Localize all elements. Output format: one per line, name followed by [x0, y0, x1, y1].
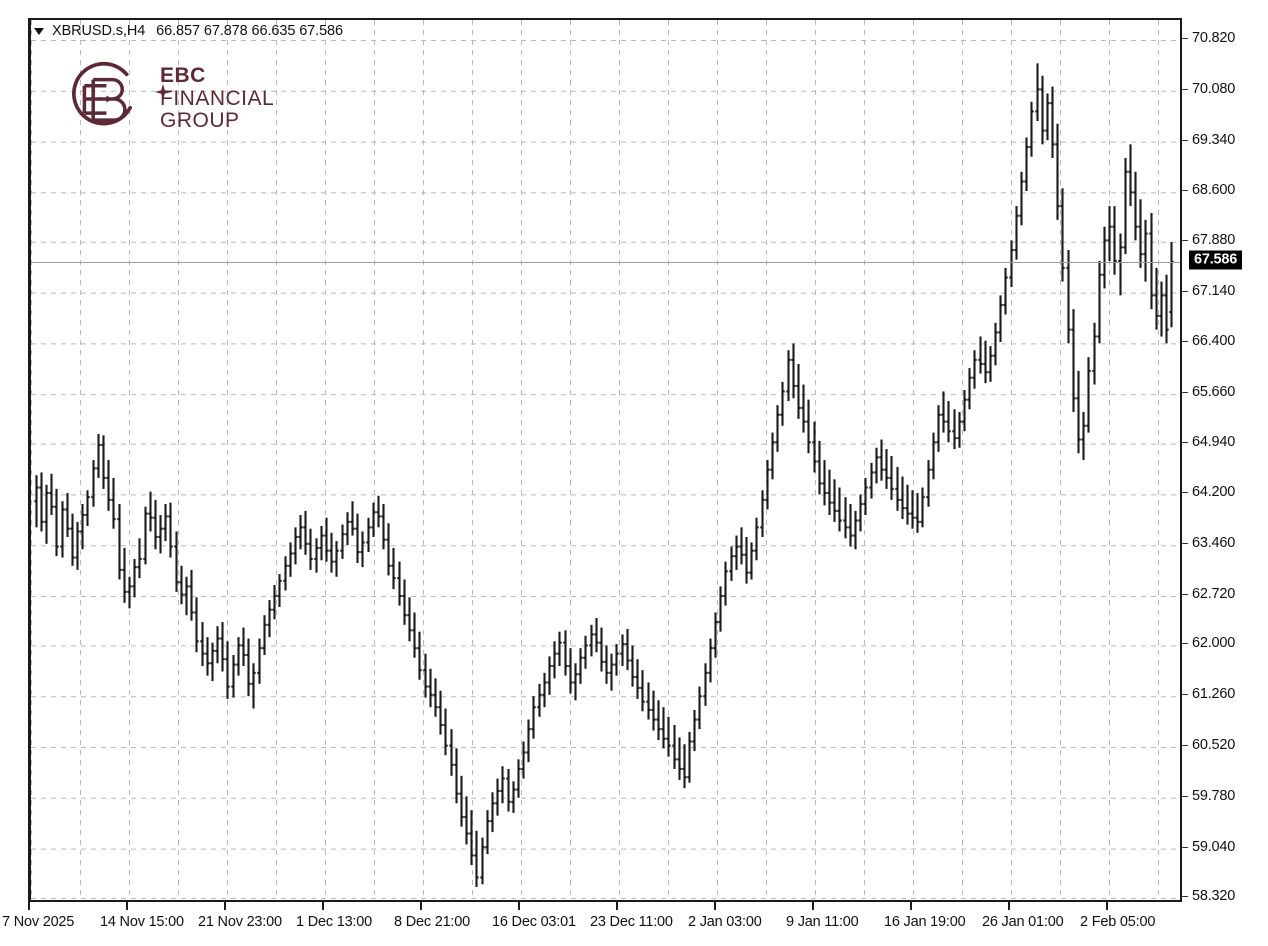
time-axis-tick	[224, 902, 226, 910]
ebc-financial-group-logo: EBC FINANCIAL GROUP	[58, 55, 274, 143]
ohlc-values: 66.857 67.878 66.635 67.586	[156, 23, 343, 39]
time-axis-tick	[1106, 902, 1108, 910]
time-axis-tick	[812, 902, 814, 910]
price-axis-label: 58.320	[1192, 888, 1236, 904]
ohlc-bars	[34, 63, 1174, 888]
sparkle-icon	[154, 83, 172, 101]
time-axis-label: 8 Dec 21:00	[394, 914, 470, 930]
price-axis-label: 66.400	[1192, 333, 1236, 350]
logo-wordmark: EBC FINANCIAL GROUP	[160, 63, 275, 133]
logo-line-1: EBC	[160, 63, 206, 87]
chevron-down-icon[interactable]	[34, 27, 44, 35]
price-axis-tick	[1181, 190, 1188, 191]
time-axis-tick	[714, 902, 716, 910]
time-axis-label: 16 Jan 19:00	[884, 914, 966, 930]
price-axis-label: 70.820	[1192, 30, 1236, 46]
time-axis-label: 16 Dec 03:01	[492, 914, 576, 930]
time-axis-label: 14 Nov 15:00	[100, 914, 184, 930]
time-axis-tick	[420, 902, 422, 910]
time-axis-tick	[126, 902, 128, 910]
logo-line-2: FINANCIAL	[160, 86, 275, 110]
price-axis-tick	[1181, 594, 1188, 595]
price-axis[interactable]: 70.820 70.080 69.340 68.600 67.880 67.140 66.4…	[1180, 18, 1268, 904]
current-price-line	[31, 262, 1180, 263]
time-axis-label: 23 Dec 11:00	[590, 914, 673, 930]
price-axis-tick	[1181, 38, 1188, 39]
time-axis-label: 1 Dec 13:00	[296, 914, 372, 930]
time-axis-label: 2 Feb 05:00	[1080, 914, 1156, 930]
price-axis-label: 62.720	[1192, 585, 1236, 602]
price-axis-tick	[1181, 543, 1188, 544]
time-axis[interactable]: 7 Nov 2025 14 Nov 15:00 21 Nov 23:00 1 Dec …	[2, 902, 1180, 946]
price-axis-tick	[1181, 745, 1188, 746]
symbol-label: XBRUSD.s,H4	[52, 23, 146, 39]
price-axis-label: 61.260	[1192, 686, 1236, 703]
price-axis-tick	[1181, 896, 1188, 897]
time-axis-tick	[518, 902, 520, 910]
time-axis-tick	[910, 902, 912, 910]
price-axis-tick	[1181, 694, 1188, 695]
price-axis-tick	[1181, 341, 1188, 342]
time-axis-tick	[1008, 902, 1010, 910]
price-axis-label: 67.880	[1192, 231, 1236, 248]
price-axis-tick	[1181, 643, 1188, 644]
price-axis-label: 64.200	[1192, 484, 1236, 501]
chart-plot-area[interactable]	[31, 20, 1180, 900]
current-price-badge: 67.586	[1189, 250, 1243, 270]
time-axis-label: 9 Jan 11:00	[786, 914, 859, 930]
price-axis-tick	[1181, 492, 1188, 493]
price-axis-label: 59.780	[1192, 787, 1236, 804]
time-axis-tick	[28, 902, 30, 910]
time-axis-tick	[616, 902, 618, 910]
price-axis-line	[1180, 18, 1182, 902]
price-axis-label: 62.000	[1192, 635, 1236, 652]
price-axis-label: 69.340	[1192, 131, 1236, 148]
time-axis-label: 7 Nov 2025	[2, 914, 75, 930]
time-axis-label: 2 Jan 03:00	[688, 914, 762, 930]
price-axis-label: 70.080	[1192, 80, 1236, 97]
quote-header[interactable]: XBRUSD.s,H4 66.857 67.878 66.635 67.586	[34, 22, 343, 40]
price-axis-label: 63.460	[1192, 535, 1236, 552]
price-axis-label: 65.660	[1192, 384, 1236, 401]
price-axis-label: 68.600	[1192, 182, 1236, 199]
price-axis-tick	[1181, 291, 1188, 292]
ebc-monogram-icon	[72, 61, 133, 126]
price-axis-tick	[1181, 140, 1188, 141]
time-axis-label: 21 Nov 23:00	[198, 914, 282, 930]
price-axis-tick	[1181, 796, 1188, 797]
price-axis-label: 64.940	[1192, 433, 1236, 450]
time-axis-label: 26 Jan 01:00	[982, 914, 1064, 930]
chart-frame[interactable]	[28, 18, 1180, 902]
price-axis-tick	[1181, 847, 1188, 848]
price-axis-label: 59.040	[1192, 838, 1236, 855]
price-axis-label: 67.140	[1192, 282, 1236, 299]
price-axis-tick	[1181, 240, 1188, 241]
price-axis-tick	[1181, 89, 1188, 90]
price-axis-label: 60.520	[1192, 736, 1236, 753]
price-axis-tick	[1181, 392, 1188, 393]
time-axis-tick	[322, 902, 324, 910]
logo-line-3: GROUP	[160, 109, 240, 133]
price-axis-tick	[1181, 442, 1188, 443]
